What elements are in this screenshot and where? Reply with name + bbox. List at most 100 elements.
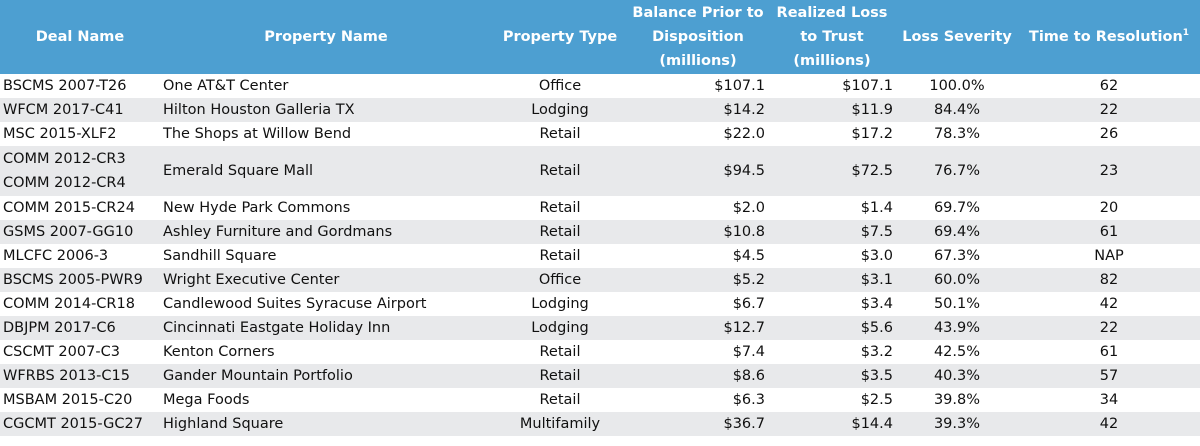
cell-loss-severity: 39.3% [896,412,1018,436]
cell-property-type: Retail [492,244,628,268]
cell-loss-severity: 39.8% [896,388,1018,412]
cell-balance: $22.0 [628,122,768,146]
cell-realized-loss: $3.5 [768,364,896,388]
cell-time-to-resolution: 42 [1018,412,1200,436]
table-row: BSCMS 2005-PWR9 Wright Executive Center Of… [0,268,1200,292]
cell-deal-name: COMM 2015-CR24 [0,196,160,220]
cell-balance: $36.7 [628,412,768,436]
cell-property-name: Kenton Corners [160,340,492,364]
deal-name-text: WFCM 2017-C41 [3,102,124,118]
deal-name-text: BSCMS 2005-PWR9 [3,272,143,288]
table-row: COMM 2015-CR24 New Hyde Park Commons Retai… [0,196,1200,220]
cell-realized-loss: $1.4 [768,196,896,220]
deal-name-text: DBJPM 2017-C6 [3,320,116,336]
cell-time-to-resolution: 82 [1018,268,1200,292]
table-header-row: Deal Name Property Name Property Type Ba… [0,0,1200,74]
cell-property-type: Lodging [492,316,628,340]
deal-name-text: MSC 2015-XLF2 [3,126,117,142]
cell-realized-loss: $14.4 [768,412,896,436]
deal-name-text: COMM 2012-CR3 [3,151,126,167]
loss-severity-table: Deal Name Property Name Property Type Ba… [0,0,1200,436]
deal-name-text: COMM 2012-CR4 [3,175,126,191]
header-balance-line-3: (millions) [659,53,737,69]
cell-realized-loss: $5.6 [768,316,896,340]
header-realized-loss: Realized Loss to Trust (millions) [768,0,896,74]
cell-balance: $8.6 [628,364,768,388]
cell-time-to-resolution: 23 [1018,146,1200,196]
cell-realized-loss: $2.5 [768,388,896,412]
header-balance: Balance Prior to Disposition (millions) [628,0,768,74]
deal-name-text: MLCFC 2006-3 [3,248,109,264]
cell-loss-severity: 78.3% [896,122,1018,146]
table-row: MSC 2015-XLF2 The Shops at Willow Bend Ret… [0,122,1200,146]
cell-property-name: Mega Foods [160,388,492,412]
cell-loss-severity: 69.4% [896,220,1018,244]
table-row: COMM 2012-CR3 COMM 2012-CR4 Emerald Square… [0,146,1200,196]
cell-balance: $10.8 [628,220,768,244]
cell-realized-loss: $3.4 [768,292,896,316]
deal-name-text: COMM 2014-CR18 [3,296,135,312]
cell-property-type: Retail [492,388,628,412]
cell-property-name: Candlewood Suites Syracuse Airport [160,292,492,316]
cell-property-type: Retail [492,146,628,196]
cell-property-type: Retail [492,364,628,388]
header-time-label: Time to Resolution [1028,29,1183,45]
footnote-marker: 1 [1182,28,1190,39]
cell-property-name: Cincinnati Eastgate Holiday Inn [160,316,492,340]
cell-time-to-resolution: NAP [1018,244,1200,268]
deal-name-text: WFRBS 2013-C15 [3,368,130,384]
cell-deal-name: CSCMT 2007-C3 [0,340,160,364]
cell-property-name: Gander Mountain Portfolio [160,364,492,388]
table-row: MSBAM 2015-C20 Mega Foods Retail $6.3 $2.5 39… [0,388,1200,412]
header-loss-severity: Loss Severity [902,29,1012,45]
cell-time-to-resolution: 34 [1018,388,1200,412]
cell-deal-name: WFRBS 2013-C15 [0,364,160,388]
cell-deal-name: COMM 2014-CR18 [0,292,160,316]
cell-realized-loss: $3.0 [768,244,896,268]
deal-name-text: MSBAM 2015-C20 [3,392,133,408]
cell-time-to-resolution: 57 [1018,364,1200,388]
cell-time-to-resolution: 42 [1018,292,1200,316]
header-time-to-resolution: Time to Resolution1 [1018,0,1200,74]
cell-property-name: Emerald Square Mall [160,146,492,196]
table-row: CSCMT 2007-C3 Kenton Corners Retail $7.4 $3.… [0,340,1200,364]
cell-property-type: Retail [492,122,628,146]
cell-balance: $94.5 [628,146,768,196]
cell-property-type: Office [492,268,628,292]
table-body: BSCMS 2007-T26 One AT&T Center Office $107.… [0,74,1200,436]
cell-realized-loss: $3.1 [768,268,896,292]
cell-loss-severity: 84.4% [896,98,1018,122]
cell-loss-severity: 69.7% [896,196,1018,220]
cell-loss-severity: 40.3% [896,364,1018,388]
cell-deal-name: MSC 2015-XLF2 [0,122,160,146]
header-loss-line-1: Realized Loss [776,5,888,21]
table-row: GSMS 2007-GG10 Ashley Furniture and Gordm… [0,220,1200,244]
cell-loss-severity: 67.3% [896,244,1018,268]
cell-property-name: Hilton Houston Galleria TX [160,98,492,122]
table-row: WFCM 2017-C41 Hilton Houston Galleria TX L… [0,98,1200,122]
cell-time-to-resolution: 61 [1018,340,1200,364]
cell-realized-loss: $17.2 [768,122,896,146]
header-property-name: Property Name [264,29,388,45]
table-row: CGCMT 2015-GC27 Highland Square Multifamil… [0,412,1200,436]
cell-property-name: Wright Executive Center [160,268,492,292]
header-balance-line-1: Balance Prior to [632,5,764,21]
table-row: MLCFC 2006-3 Sandhill Square Retail $4.5 $3.… [0,244,1200,268]
deal-name-text: COMM 2015-CR24 [3,200,135,216]
cell-realized-loss: $3.2 [768,340,896,364]
cell-time-to-resolution: 61 [1018,220,1200,244]
cell-loss-severity: 60.0% [896,268,1018,292]
cell-balance: $6.7 [628,292,768,316]
header-loss-line-2: to Trust [800,29,864,45]
cell-property-type: Lodging [492,292,628,316]
cell-deal-name: MSBAM 2015-C20 [0,388,160,412]
cell-time-to-resolution: 22 [1018,316,1200,340]
cell-deal-name: CGCMT 2015-GC27 [0,412,160,436]
cell-loss-severity: 42.5% [896,340,1018,364]
table-row: BSCMS 2007-T26 One AT&T Center Office $107.… [0,74,1200,98]
cell-loss-severity: 50.1% [896,292,1018,316]
header-balance-line-2: Disposition [652,29,744,45]
deal-name-text: CSCMT 2007-C3 [3,344,120,360]
cell-property-type: Retail [492,220,628,244]
cell-property-name: Sandhill Square [160,244,492,268]
